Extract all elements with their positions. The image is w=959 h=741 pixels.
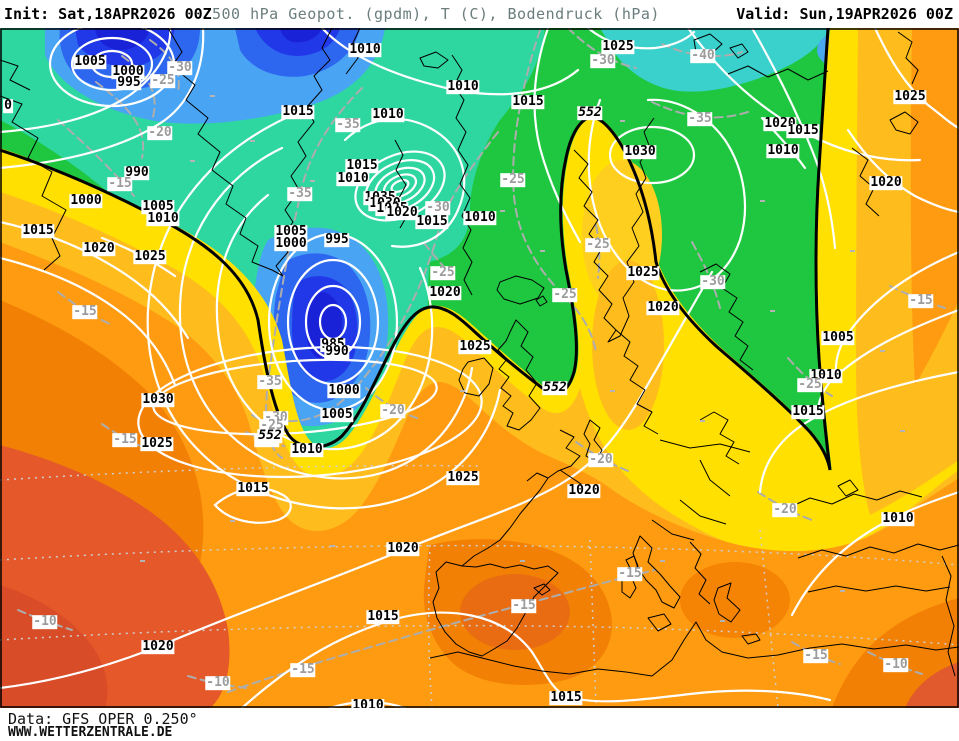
weather-map (0, 20, 959, 710)
map-speckles (140, 95, 905, 622)
init-time-label: Init: Sat,18APR2026 00Z (4, 5, 212, 23)
header-bar: Init: Sat,18APR2026 00Z 500 hPa Geopot. … (0, 0, 959, 28)
data-source-label: Data: GFS OPER 0.250° (8, 710, 198, 728)
map-canvas (0, 20, 959, 710)
geopotential-fill-layer (0, 26, 959, 708)
website-label: WWW.WETTERZENTRALE.DE (8, 725, 173, 740)
valid-time-label: Valid: Sun,19APR2026 00Z (736, 5, 953, 23)
coastlines (0, 27, 959, 677)
footer-bar: Data: GFS OPER 0.250° WWW.WETTERZENTRALE… (0, 708, 959, 741)
graticule-lines (0, 464, 959, 709)
map-frame (0, 28, 959, 708)
chart-title: 500 hPa Geopot. (gpdm), T (C), Bodendruc… (212, 5, 660, 23)
